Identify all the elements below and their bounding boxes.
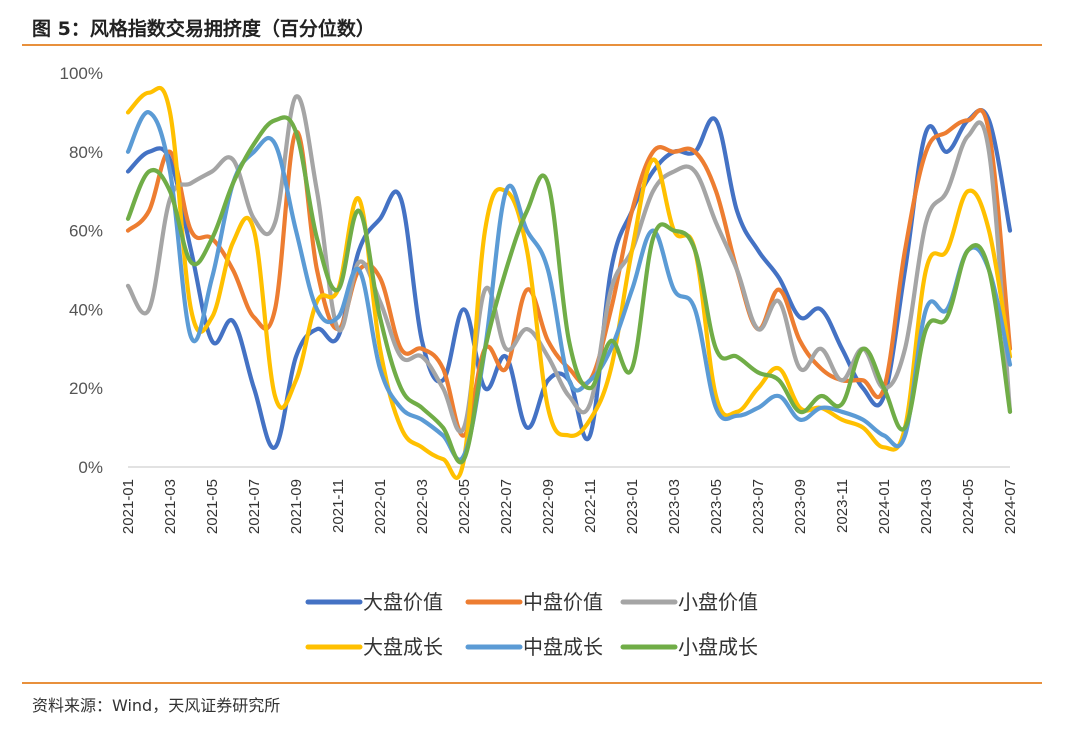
series-line-2 [125, 108, 1013, 438]
x-tick-label: 2023-11 [834, 479, 851, 533]
x-tick-label: 2021-09 [288, 479, 305, 534]
x-tick-label: 2024-03 [918, 479, 935, 534]
series-lines [125, 85, 1013, 480]
series-line-6 [125, 115, 1013, 465]
x-tick-label: 2024-05 [960, 479, 977, 534]
x-tick-label: 2023-01 [624, 479, 641, 534]
x-tick-label: 2021-05 [204, 479, 221, 534]
x-tick-label: 2023-09 [792, 479, 809, 534]
x-tick-label: 2022-09 [540, 479, 557, 534]
y-tick-label: 0% [78, 458, 103, 477]
series-line-5 [125, 110, 1013, 462]
legend-label: 小盘价值 [678, 590, 758, 614]
line-chart: 0% 20% 40% 60% 80% 100% 2021-01 2021-03 2021-05… [60, 64, 1019, 659]
x-tick-label: 2022-01 [372, 479, 389, 534]
x-tick-label: 2022-03 [414, 479, 431, 534]
legend-label: 大盘成长 [363, 635, 443, 659]
x-tick-label: 2022-07 [498, 479, 515, 534]
x-tick-label: 2021-07 [246, 479, 263, 534]
y-tick-label: 20% [69, 379, 103, 398]
source-note: 资料来源：Wind，天风证券研究所 [32, 696, 281, 715]
legend-label: 中盘价值 [523, 590, 603, 614]
x-tick-label: 2024-07 [1002, 479, 1019, 534]
series-line-4 [125, 85, 1013, 480]
legend-label: 中盘成长 [523, 635, 603, 659]
y-axis: 0% 20% 40% 60% 80% 100% [60, 64, 103, 477]
x-tick-label: 2024-01 [876, 479, 893, 534]
x-tick-label: 2021-11 [330, 479, 347, 533]
x-tick-label: 2023-05 [708, 479, 725, 534]
footer-rule [22, 682, 1042, 684]
figure-title: 图 5：风格指数交易拥挤度（百分位数） [32, 18, 375, 40]
x-tick-label: 2021-01 [120, 479, 137, 534]
x-axis: 2021-01 2021-03 2021-05 2021-07 2021-09 2021-… [120, 466, 1019, 534]
x-tick-label: 2022-11 [582, 479, 599, 533]
x-tick-label: 2021-03 [162, 479, 179, 534]
header-rule [22, 44, 1042, 46]
y-tick-label: 80% [69, 143, 103, 162]
y-tick-label: 60% [69, 222, 103, 241]
x-tick-label: 2022-05 [456, 479, 473, 534]
x-tick-label: 2023-03 [666, 479, 683, 534]
legend-label: 大盘价值 [363, 590, 443, 614]
legend-label: 小盘成长 [678, 635, 758, 659]
x-tick-label: 2023-07 [750, 479, 767, 534]
y-tick-label: 100% [60, 64, 103, 83]
y-tick-label: 40% [69, 300, 103, 319]
